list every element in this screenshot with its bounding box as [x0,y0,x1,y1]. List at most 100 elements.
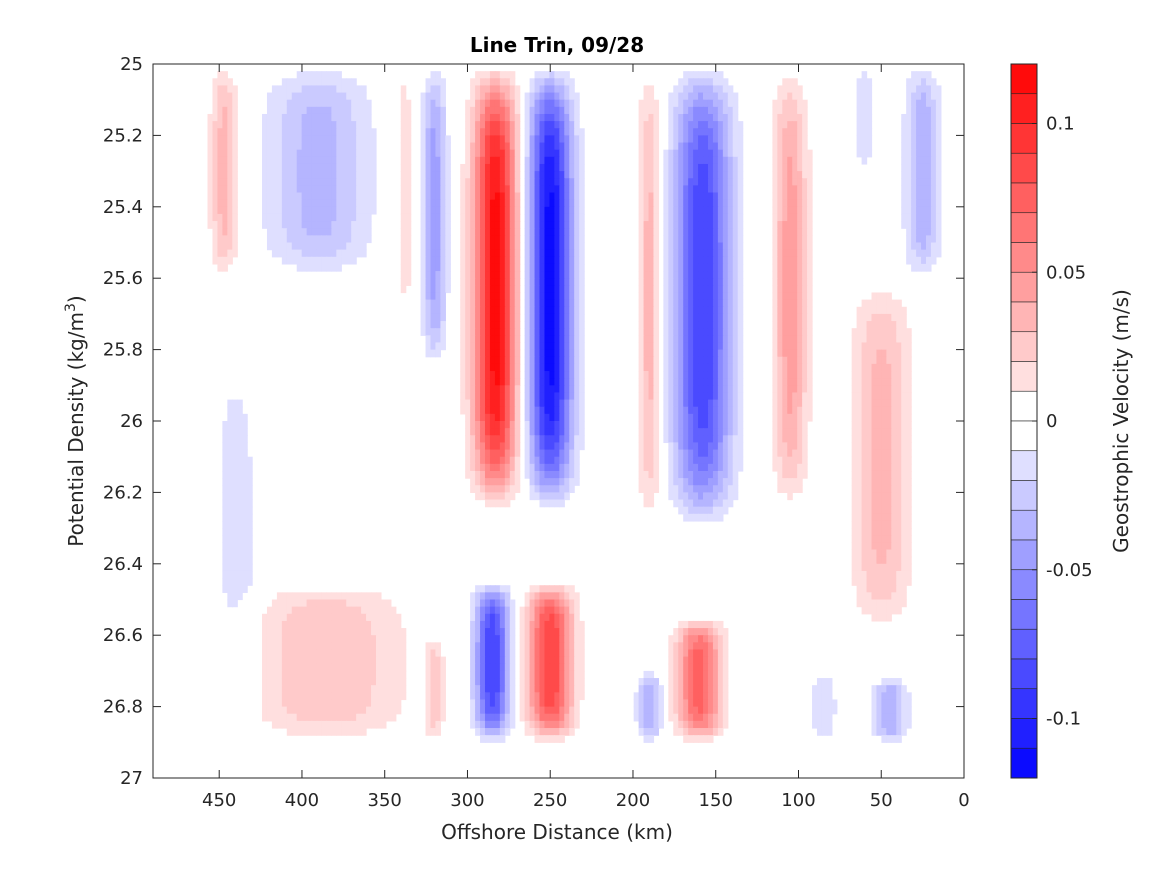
heatmap-cell [400,178,407,186]
heatmap-cell [925,185,932,194]
heatmap-cell [777,463,783,472]
heatmap-cell [544,121,551,129]
heatmap-cell [797,413,803,422]
heatmap-cell [891,342,897,351]
heatmap-cell [871,349,878,358]
heatmap-cell [703,392,709,401]
heatmap-cell [782,92,788,101]
heatmap-cell [336,256,342,265]
heatmap-cell [866,542,873,551]
heatmap-cell [861,485,868,493]
heatmap-cell [737,263,744,272]
heatmap-cell [772,278,778,286]
heatmap-cell [484,299,491,308]
heatmap-cell [341,171,347,179]
heatmap-cell [425,306,432,315]
heatmap-cell [489,485,496,493]
heatmap-cell [901,570,907,579]
heatmap-cell [529,156,536,165]
heatmap-cell [688,278,694,286]
heatmap-cell [891,499,897,508]
heatmap-cell [717,321,724,329]
heatmap-cell [499,135,506,144]
heatmap-cell [212,249,219,258]
heatmap-cell [925,199,932,208]
heatmap-cell [693,435,699,444]
heatmap-cell [688,99,694,108]
heatmap-cell [222,235,228,244]
heatmap-cell [871,492,878,501]
heatmap-cell [712,349,719,358]
heatmap-cell [559,363,565,372]
heatmap-cell [732,449,739,458]
heatmap-cell [707,192,714,201]
heatmap-cell [509,199,516,208]
heatmap-cell [301,228,308,236]
heatmap-cell [499,292,506,301]
heatmap-cell [366,156,372,165]
heatmap-cell [281,92,288,101]
heatmap-cell [475,463,481,472]
heatmap-cell [703,128,709,136]
heatmap-cell [286,249,293,258]
heatmap-cell [524,470,531,479]
heatmap-cell [296,592,303,601]
heatmap-cell [524,321,531,329]
heatmap-cell [425,199,432,208]
heatmap-cell [906,578,912,586]
heatmap-cell [653,113,660,122]
heatmap-cell [663,192,669,201]
heatmap-cell [484,421,491,429]
heatmap-cell [544,421,551,429]
heatmap-cell [470,313,476,322]
heatmap-cell [222,156,228,165]
heatmap-cell [891,592,897,601]
heatmap-cell [638,242,645,251]
heatmap-cell [861,378,868,386]
heatmap-cell [792,292,798,301]
heatmap-cell [916,185,922,194]
heatmap-cell [802,121,808,129]
heatmap-cell [673,321,679,329]
heatmap-cell [866,363,873,372]
heatmap-cell [430,92,437,101]
heatmap-cell [703,299,709,308]
heatmap-cell [509,142,516,151]
heatmap-cell [712,221,719,229]
heatmap-cell [227,213,233,222]
heatmap-cell [678,463,684,472]
heatmap-cell [722,385,729,394]
heatmap-cell [460,292,466,301]
heatmap-cell [311,235,318,244]
heatmap-cell [906,435,912,444]
heatmap-cell [643,235,650,244]
heatmap-cell [722,342,729,351]
heatmap-cell [891,392,897,401]
heatmap-cell [643,492,650,501]
heatmap-cell [311,71,318,79]
heatmap-cell [673,470,679,479]
heatmap-cell [470,378,476,386]
heatmap-cell [717,178,724,186]
heatmap-cell [906,242,912,251]
heatmap-cell [866,563,873,572]
heatmap-cell [361,99,367,108]
heatmap-cell [301,606,308,615]
heatmap-cell [296,163,303,172]
heatmap-cell [296,85,303,94]
heatmap-cell [534,263,541,272]
heatmap-cell [668,413,674,422]
heatmap-cell [539,299,546,308]
heatmap-cell [529,128,536,136]
heatmap-cell [797,363,803,372]
heatmap-cell [722,256,729,265]
heatmap-cell [306,256,313,265]
heatmap-cell [554,442,560,451]
heatmap-cell [217,99,223,108]
heatmap-cell [886,442,892,451]
heatmap-cell [484,185,491,194]
heatmap-cell [559,599,565,608]
heatmap-cell [276,142,283,151]
heatmap-cell [707,213,714,222]
heatmap-cell [698,249,704,258]
